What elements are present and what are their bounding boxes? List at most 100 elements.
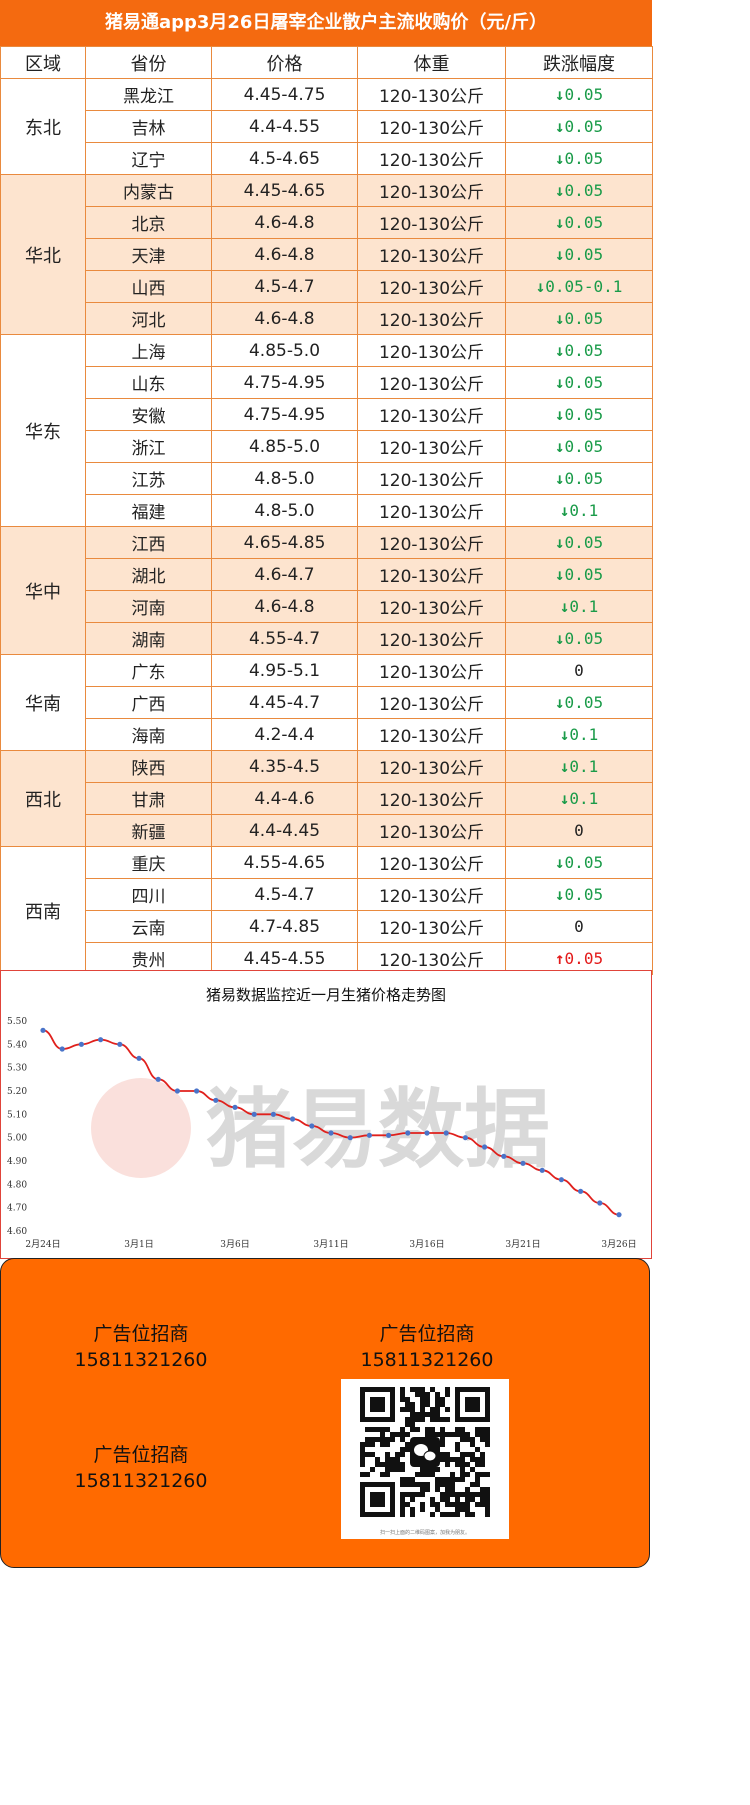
- y-tick-label: 5.20: [7, 1087, 27, 1097]
- weight-cell: 120-130公斤: [357, 878, 506, 911]
- weight-cell: 120-130公斤: [357, 238, 506, 271]
- ad-block: 广告位招商 15811321260: [31, 1321, 251, 1373]
- qr-finder-pattern: [360, 1387, 395, 1422]
- change-cell: ↑0.05: [505, 942, 653, 975]
- province-cell: 天津: [85, 238, 212, 271]
- change-value: 0.1: [569, 725, 599, 744]
- region-cell: 华南: [0, 654, 86, 751]
- arrow-down-icon: ↓: [554, 885, 565, 904]
- ad-label: 广告位招商: [93, 1444, 189, 1466]
- table-row: 天津 4.6-4.8 120-130公斤 ↓0.05: [1, 238, 653, 271]
- weight-cell: 120-130公斤: [357, 558, 506, 591]
- price-cell: 4.8-5.0: [211, 494, 358, 527]
- change-value: 0.05: [564, 565, 604, 584]
- price-cell: 4.6-4.8: [211, 238, 358, 271]
- x-tick-label: 3月26日: [601, 1239, 636, 1250]
- province-cell: 四川: [85, 878, 212, 911]
- province-cell: 辽宁: [85, 142, 212, 175]
- province-cell: 福建: [85, 494, 212, 527]
- x-tick-label: 3月21日: [505, 1239, 540, 1250]
- ad-phone: 15811321260: [74, 1349, 208, 1371]
- price-cell: 4.5-4.7: [211, 270, 358, 303]
- price-cell: 4.45-4.65: [211, 174, 358, 207]
- change-value: 0.05: [564, 405, 604, 424]
- weight-cell: 120-130公斤: [357, 302, 506, 335]
- arrow-down-icon: ↓: [554, 405, 565, 424]
- province-cell: 山西: [85, 270, 212, 303]
- weight-cell: 120-130公斤: [357, 270, 506, 303]
- price-cell: 4.45-4.75: [211, 78, 358, 111]
- table-row: 安徽 4.75-4.95 120-130公斤 ↓0.05: [1, 398, 653, 431]
- change-value: 0.05: [564, 373, 604, 392]
- price-cell: 4.2-4.4: [211, 718, 358, 751]
- change-cell: ↓0.05: [505, 846, 653, 879]
- weight-cell: 120-130公斤: [357, 814, 506, 847]
- province-cell: 黑龙江: [85, 78, 212, 111]
- arrow-down-icon: ↓: [559, 757, 570, 776]
- data-point: [290, 1116, 296, 1122]
- price-cell: 4.4-4.45: [211, 814, 358, 847]
- arrow-down-icon: ↓: [559, 789, 570, 808]
- ad-phone: 15811321260: [74, 1470, 208, 1492]
- table-row: 贵州 4.45-4.55 120-130公斤 ↑0.05: [1, 942, 653, 975]
- change-value: 0.05: [564, 629, 604, 648]
- data-point: [462, 1135, 468, 1141]
- change-value: 0.05: [564, 693, 604, 712]
- change-cell: 0: [505, 654, 653, 687]
- change-value: 0.05: [564, 853, 604, 872]
- arrow-down-icon: ↓: [554, 213, 565, 232]
- price-cell: 4.85-5.0: [211, 334, 358, 367]
- province-cell: 海南: [85, 718, 212, 751]
- data-point: [40, 1027, 46, 1033]
- table-row: 吉林 4.4-4.55 120-130公斤 ↓0.05: [1, 110, 653, 143]
- change-cell: 0: [505, 814, 653, 847]
- change-cell: ↓0.05: [505, 110, 653, 143]
- arrow-down-icon: ↓: [554, 117, 565, 136]
- province-cell: 广西: [85, 686, 212, 719]
- price-cell: 4.6-4.7: [211, 558, 358, 591]
- qr-finder-pattern: [360, 1482, 395, 1517]
- y-tick-label: 5.50: [7, 1017, 27, 1027]
- province-cell: 甘肃: [85, 782, 212, 815]
- change-value: 0.05-0.1: [545, 277, 623, 296]
- change-cell: ↓0.1: [505, 750, 653, 783]
- weight-cell: 120-130公斤: [357, 366, 506, 399]
- price-cell: 4.45-4.7: [211, 686, 358, 719]
- page-title: 猪易通app3月26日屠宰企业散户主流收购价（元/斤）: [0, 0, 652, 46]
- table-row: 西南 重庆 4.55-4.65 120-130公斤 ↓0.05: [0, 846, 653, 975]
- header-change: 跌涨幅度: [505, 46, 653, 79]
- weight-cell: 120-130公斤: [357, 430, 506, 463]
- watermark-text: 猪易数据: [206, 1080, 550, 1180]
- qr-caption: 扫一扫上面的二维码图案，加我为朋友。: [379, 1530, 470, 1536]
- qr-finder-pattern: [455, 1387, 490, 1422]
- data-point: [578, 1188, 584, 1194]
- arrow-down-icon: ↓: [554, 533, 565, 552]
- change-cell: ↓0.05: [505, 334, 653, 367]
- x-tick-label: 3月11日: [313, 1239, 348, 1250]
- table-row: 新疆 4.4-4.45 120-130公斤 0: [1, 814, 653, 847]
- weight-cell: 120-130公斤: [357, 110, 506, 143]
- weight-cell: 120-130公斤: [357, 782, 506, 815]
- change-cell: ↓0.05: [505, 302, 653, 335]
- province-cell: 吉林: [85, 110, 212, 143]
- province-cell: 河南: [85, 590, 212, 623]
- change-value: 0: [574, 661, 584, 680]
- region-cell: 西北: [0, 750, 86, 847]
- y-tick-label: 4.80: [7, 1180, 27, 1190]
- chart-svg: 猪易数据 猪易数据监控近一月生猪价格走势图 4.60 4.70 4.80 4.90 5.00…: [7, 986, 637, 1250]
- change-value: 0.05: [564, 885, 604, 904]
- change-value: 0.05: [564, 469, 604, 488]
- weight-cell: 120-130公斤: [357, 686, 506, 719]
- weight-cell: 120-130公斤: [357, 526, 506, 559]
- change-cell: ↓0.05: [505, 206, 653, 239]
- ad-label: 广告位招商: [379, 1323, 475, 1345]
- change-value: 0.05: [564, 949, 604, 968]
- data-point: [194, 1088, 200, 1094]
- change-cell: ↓0.1: [505, 782, 653, 815]
- table-row: 辽宁 4.5-4.65 120-130公斤 ↓0.05: [1, 142, 653, 175]
- data-point: [251, 1111, 257, 1117]
- data-point: [539, 1167, 545, 1173]
- y-tick-label: 5.30: [7, 1064, 27, 1074]
- y-tick-label: 4.70: [7, 1204, 27, 1214]
- y-tick-label: 5.40: [7, 1040, 27, 1050]
